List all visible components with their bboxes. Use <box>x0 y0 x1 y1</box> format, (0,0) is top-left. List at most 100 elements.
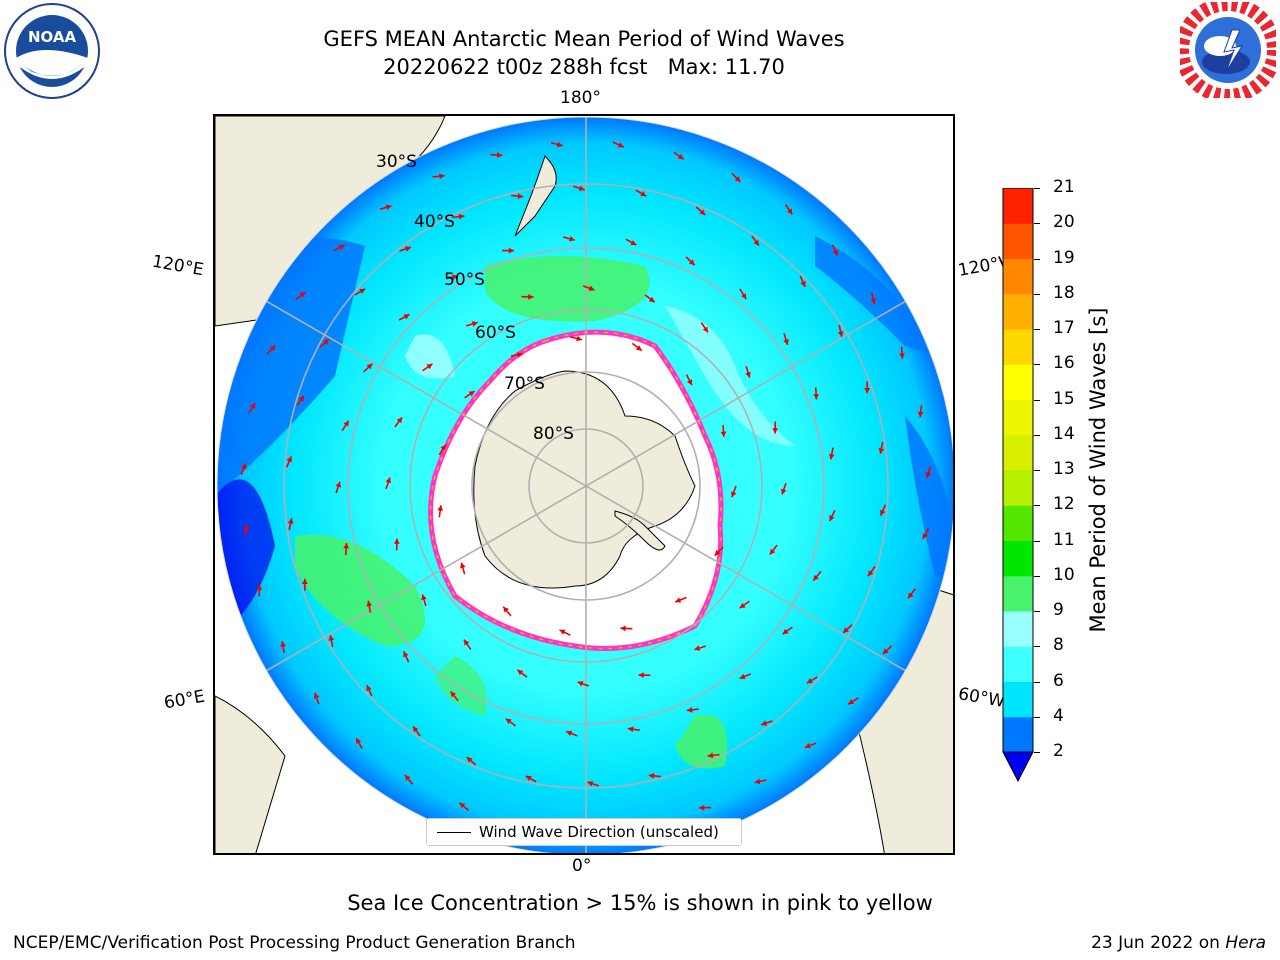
wind-arrow-head <box>403 651 409 658</box>
wind-arrow-head <box>734 176 741 182</box>
ocean-field <box>217 117 953 853</box>
lon-label-120e: 120°E <box>150 251 206 281</box>
lat-label-80s: 80°S <box>533 424 574 444</box>
colorbar-tick: 8 <box>1053 635 1064 656</box>
footer-host: Hera <box>1225 933 1266 953</box>
wind-arrow-head <box>385 477 391 484</box>
lon-label-60w: 60°W <box>956 684 1007 712</box>
colorbar-tick: 21 <box>1053 177 1075 197</box>
wind-arrow-head <box>556 141 563 148</box>
wind-arrow-head <box>437 505 444 511</box>
wind-arrows <box>240 141 932 832</box>
wind-arrow-head <box>832 249 838 256</box>
wind-arrow-head <box>298 395 304 402</box>
wind-arrow-head <box>740 293 747 300</box>
colorbar <box>1002 188 1034 782</box>
wind-arrow-head <box>241 463 247 470</box>
wind-arrow-head <box>578 185 585 192</box>
wind-arrow-head <box>517 669 524 676</box>
wind-arrow-head <box>702 326 709 333</box>
wind-arrow-head <box>813 574 819 581</box>
wind-arrow-head <box>286 456 292 463</box>
wind-arrow-head <box>617 142 624 148</box>
wind-arrow-head <box>385 204 392 211</box>
colorbar-tick: 6 <box>1053 670 1064 691</box>
wind-arrow-head <box>393 538 400 544</box>
wind-arrow-head <box>426 363 433 370</box>
wind-arrow-head <box>359 288 366 294</box>
wind-arrow-head <box>450 691 457 698</box>
wind-arrow-head <box>356 738 362 745</box>
colorbar-segment <box>1003 258 1033 295</box>
map-title: GEFS MEAN Antarctic Mean Period of Wind … <box>323 27 845 51</box>
wind-arrow-head <box>460 562 466 569</box>
wind-arrow-head <box>648 773 655 779</box>
wind-arrow-head <box>677 153 684 160</box>
wind-arrow-head <box>439 173 445 180</box>
wind-arrow-head <box>630 239 637 246</box>
wind-arrow-head <box>829 515 835 522</box>
wind-arrow-head <box>280 641 286 647</box>
wind-arrow-head <box>922 532 928 539</box>
colorbar-segment <box>1003 434 1033 471</box>
polar-map <box>215 116 953 853</box>
nws-logo <box>1180 2 1276 98</box>
wind-arrow-head <box>707 752 714 759</box>
noaa-logo: NOAA <box>4 3 100 99</box>
wind-arrow-head <box>739 602 746 609</box>
colorbar-segment <box>1003 681 1033 718</box>
wind-arrow-head <box>899 353 905 359</box>
lon-label-0: 0° <box>572 856 592 876</box>
lat-label-50s: 50°S <box>444 270 485 290</box>
wind-arrow-head <box>404 775 411 781</box>
wind-arrow-head <box>403 314 410 320</box>
wind-arrow-head <box>459 802 466 809</box>
colorbar-segment <box>1003 399 1033 436</box>
wind-arrow-head <box>720 431 727 437</box>
wind-arrow-head <box>287 518 294 524</box>
wind-arrow-head <box>745 371 751 378</box>
wind-arrow-head <box>804 742 811 749</box>
wind-arrow-head <box>405 246 411 252</box>
colorbar-segment <box>1003 329 1033 365</box>
wind-arrow-head <box>588 285 595 291</box>
wind-arrow-head <box>878 448 885 454</box>
wind-arrow-head <box>413 726 419 733</box>
wind-arrow-head <box>458 213 465 220</box>
lat-label-30s: 30°S <box>376 152 417 172</box>
wind-arrow-head <box>517 193 524 199</box>
colorbar-tick: 15 <box>1053 388 1075 409</box>
wind-arrow-head <box>783 338 789 345</box>
wind-arrow-head <box>576 335 582 342</box>
lat-label-40s: 40°S <box>414 212 455 232</box>
colorbar-segment <box>1003 364 1033 400</box>
colorbar-tick: 20 <box>1053 212 1075 233</box>
wind-arrow-head <box>699 209 706 215</box>
wind-arrow-head <box>496 152 503 158</box>
wind-arrow-head <box>769 548 776 555</box>
colorbar-tick: 16 <box>1053 353 1075 374</box>
wind-arrow-head <box>468 391 475 397</box>
legend-label: Wind Wave Direction (unscaled) <box>479 823 719 841</box>
wind-arrow-head <box>843 627 849 633</box>
colorbar-tick: 18 <box>1053 282 1075 303</box>
wind-arrow-head <box>786 208 793 215</box>
colorbar-segment <box>1003 470 1033 506</box>
colorbar-label: Mean Period of Wind Waves [s] <box>1086 307 1110 633</box>
wind-arrow-head <box>828 453 835 460</box>
colorbar-segment <box>1003 716 1033 753</box>
colorbar-tick: 2 <box>1053 741 1064 761</box>
wind-arrow-head <box>471 321 478 327</box>
wind-arrow-head <box>569 235 575 242</box>
wind-arrow-head <box>800 280 806 287</box>
wind-arrow-head <box>917 411 924 418</box>
colorbar-tick: 17 <box>1053 318 1075 338</box>
wind-arrow-head <box>806 678 813 684</box>
graticule <box>217 117 953 853</box>
wind-arrow-head <box>343 543 350 549</box>
wind-arrow-head <box>754 778 761 785</box>
wind-arrow-head <box>249 403 256 410</box>
wind-arrow-head <box>686 707 693 713</box>
wind-arrow-head <box>870 298 877 305</box>
noaa-logo-text: NOAA <box>28 28 77 46</box>
